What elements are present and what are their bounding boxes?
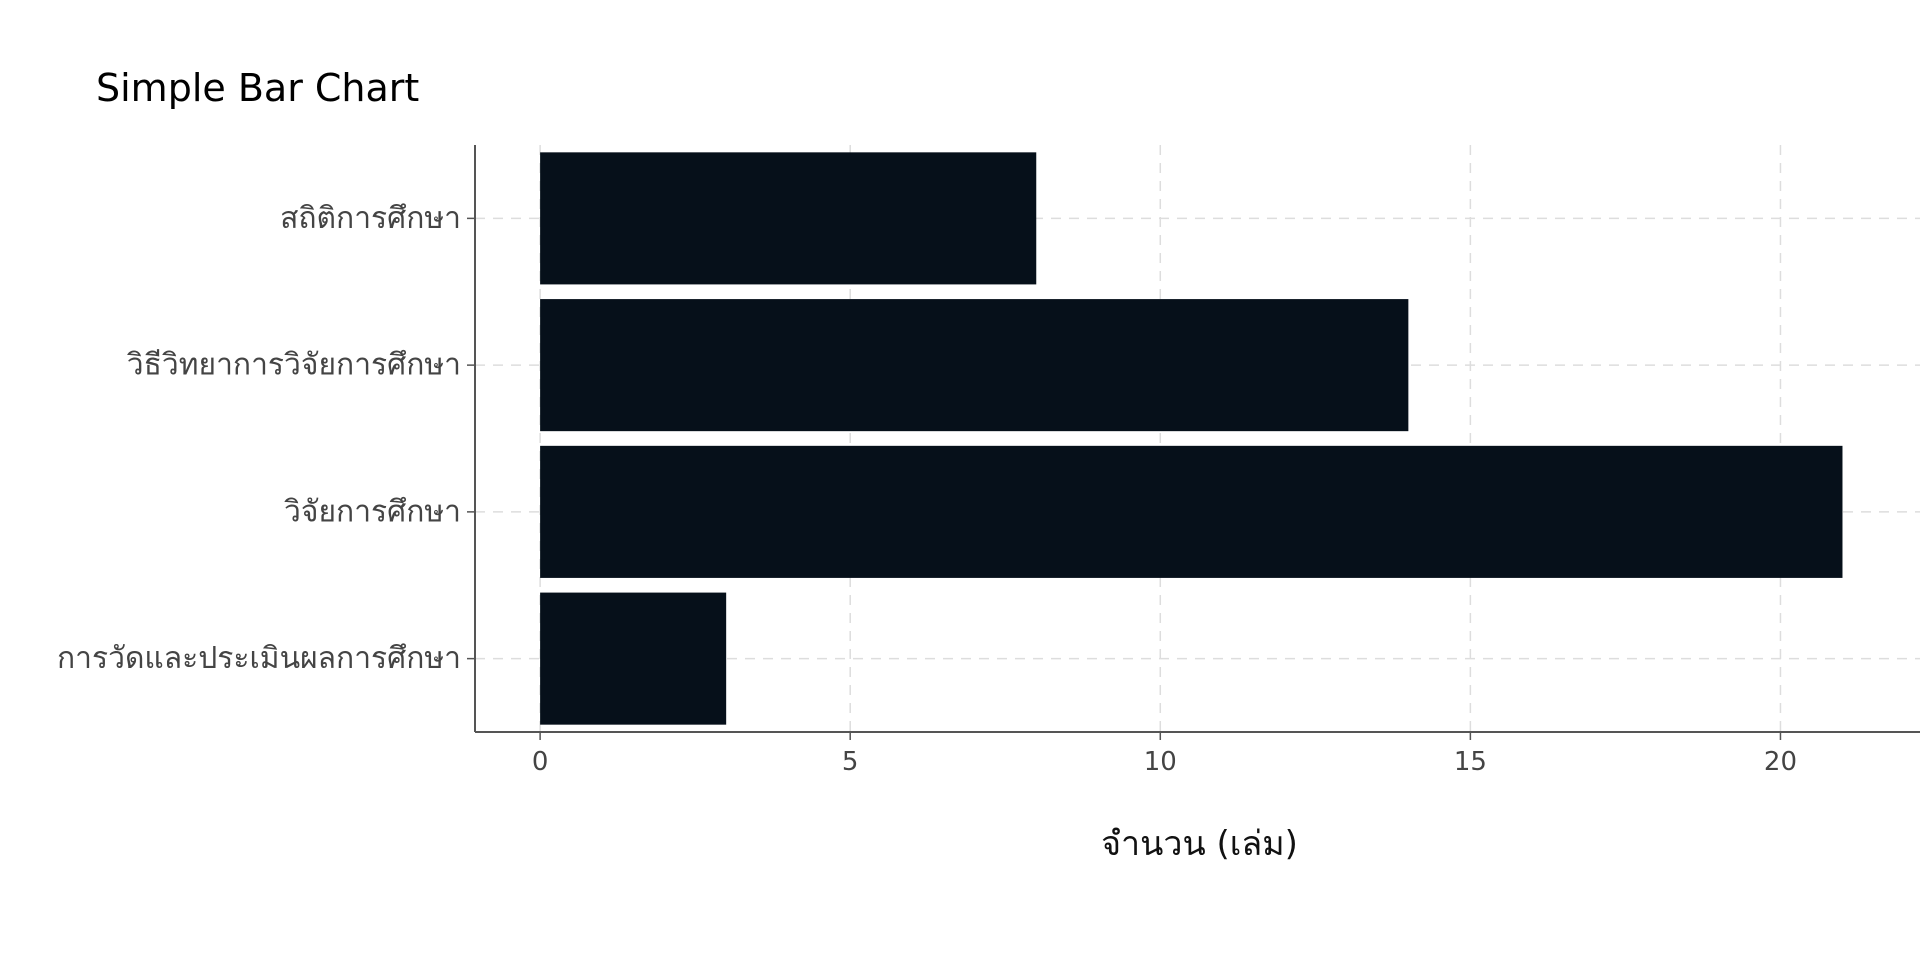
x-tick-label: 0	[532, 747, 549, 777]
x-tick-label: 10	[1144, 747, 1177, 777]
x-tick-label: 5	[842, 747, 859, 777]
y-tick-label: วิจัยการศึกษา	[284, 494, 461, 529]
axes	[467, 145, 1920, 740]
y-tick-labels: สถิติการศึกษาวิธีวิทยาการวิจัยการศึกษาวิ…	[57, 201, 461, 676]
y-tick-label: การวัดและประเมินผลการศึกษา	[57, 641, 461, 676]
bar	[540, 445, 1843, 578]
x-tick-labels: 0 5 10 15 20	[532, 747, 1797, 777]
bar	[540, 299, 1409, 432]
bar	[540, 592, 727, 725]
y-tick-label: สถิติการศึกษา	[280, 201, 461, 236]
y-tick-label: วิธีวิทยาการวิจัยการศึกษา	[127, 348, 461, 383]
x-tick-label: 15	[1454, 747, 1487, 777]
bar	[540, 152, 1037, 285]
chart-title: Simple Bar Chart	[96, 66, 420, 110]
x-tick-label: 20	[1764, 747, 1797, 777]
x-axis-title: จำนวน (เล่ม)	[1101, 824, 1298, 864]
bars	[540, 152, 1843, 725]
